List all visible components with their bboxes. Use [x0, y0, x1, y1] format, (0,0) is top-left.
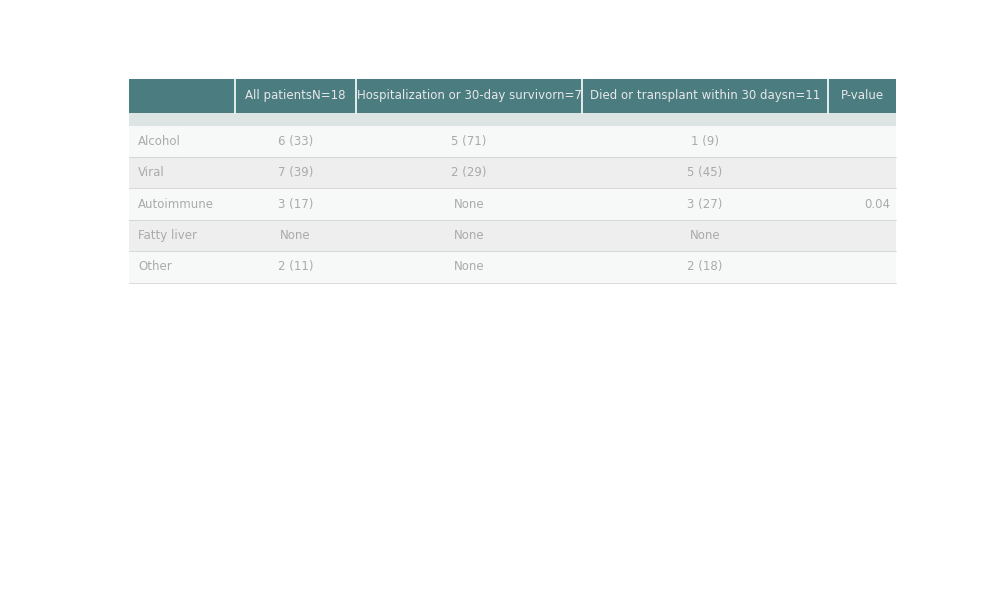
Text: P-value: P-value — [840, 89, 884, 102]
Text: None: None — [280, 229, 311, 242]
Bar — [356, 157, 582, 188]
Text: 2 (11): 2 (11) — [278, 260, 313, 274]
Text: Viral: Viral — [138, 166, 165, 179]
Bar — [129, 79, 235, 113]
Bar — [129, 113, 235, 125]
Text: None: None — [454, 260, 484, 274]
Bar — [582, 220, 828, 251]
Bar — [828, 251, 896, 283]
Text: Other: Other — [138, 260, 172, 274]
Text: Died or transplant within 30 daysn=11: Died or transplant within 30 daysn=11 — [590, 89, 820, 102]
Text: 6 (33): 6 (33) — [278, 135, 313, 148]
Bar — [356, 188, 582, 220]
Text: 5 (45): 5 (45) — [687, 166, 723, 179]
Text: 0.04: 0.04 — [864, 197, 890, 211]
Bar — [235, 79, 356, 113]
Bar — [828, 113, 896, 125]
Text: 7 (39): 7 (39) — [278, 166, 313, 179]
Bar — [582, 157, 828, 188]
Bar — [235, 113, 356, 125]
Text: Alcohol: Alcohol — [138, 135, 181, 148]
Bar — [235, 188, 356, 220]
Bar — [129, 220, 235, 251]
Bar — [129, 188, 235, 220]
Bar — [356, 113, 582, 125]
Text: 2 (18): 2 (18) — [687, 260, 723, 274]
Text: 5 (71): 5 (71) — [451, 135, 487, 148]
Bar — [582, 125, 828, 157]
Bar — [129, 157, 235, 188]
Text: None: None — [454, 197, 484, 211]
Bar — [235, 220, 356, 251]
Bar — [129, 251, 235, 283]
Bar — [828, 125, 896, 157]
Text: None: None — [690, 229, 720, 242]
Bar — [828, 157, 896, 188]
Text: Hospitalization or 30-day survivorn=7: Hospitalization or 30-day survivorn=7 — [357, 89, 582, 102]
Bar — [582, 251, 828, 283]
Text: 1 (9): 1 (9) — [691, 135, 719, 148]
Bar — [235, 125, 356, 157]
Bar — [356, 251, 582, 283]
Text: 2 (29): 2 (29) — [451, 166, 487, 179]
Bar — [235, 157, 356, 188]
Bar — [129, 125, 235, 157]
Bar — [828, 188, 896, 220]
Bar — [582, 113, 828, 125]
Bar — [582, 188, 828, 220]
Text: Fatty liver: Fatty liver — [138, 229, 197, 242]
Text: Autoimmune: Autoimmune — [138, 197, 214, 211]
Bar — [235, 251, 356, 283]
Text: None: None — [454, 229, 484, 242]
Bar — [356, 220, 582, 251]
Bar — [356, 125, 582, 157]
Bar — [828, 79, 896, 113]
Bar — [828, 220, 896, 251]
Bar — [582, 79, 828, 113]
Text: All patientsN=18: All patientsN=18 — [245, 89, 346, 102]
Text: 3 (27): 3 (27) — [687, 197, 723, 211]
Text: 3 (17): 3 (17) — [278, 197, 313, 211]
Bar — [356, 79, 582, 113]
